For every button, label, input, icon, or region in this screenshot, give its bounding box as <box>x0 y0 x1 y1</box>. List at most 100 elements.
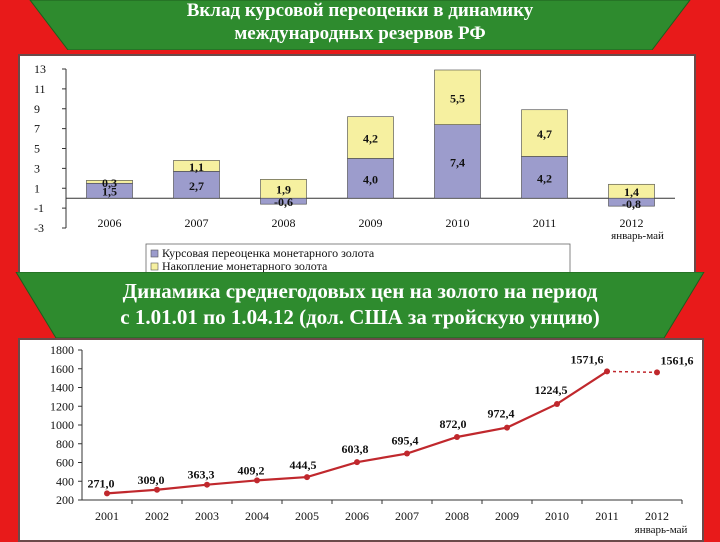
legend-box <box>145 243 571 274</box>
point-label: 444,5 <box>290 458 317 472</box>
x-tick-label: 2005 <box>295 509 319 523</box>
line-point <box>504 424 510 431</box>
page-title-line1: Вклад курсовой переоценки в динамику <box>186 0 534 21</box>
y-tick-label: 200 <box>56 493 74 507</box>
point-label: 1571,6 <box>571 352 604 366</box>
bar-revaluation <box>173 171 220 199</box>
page-title-line2: международных резервов РФ <box>234 22 486 44</box>
bar-label-revaluation: 1,5 <box>102 185 117 199</box>
y-tick-label: 400 <box>56 474 74 488</box>
point-label: 872,0 <box>440 417 467 431</box>
y-tick-label: 1200 <box>50 399 74 413</box>
title-banner: Вклад курсовой переоценки в динамику меж… <box>0 0 720 50</box>
bar-accumulation <box>521 109 568 157</box>
line-chart: 1800 1600 1400 1200 1000 800 600 400 200 2001 2002… <box>50 343 694 536</box>
line-point <box>454 434 460 440</box>
line-chart-axes: 1800 1600 1400 1200 1000 800 600 400 200 2001 2002… <box>50 343 687 536</box>
x-tick-label: 2008 <box>445 509 469 523</box>
bar-revaluation <box>521 156 568 199</box>
x-tick-label: 2004 <box>245 509 269 523</box>
section-title: Динамика среднегодовых цен на золото на … <box>0 278 720 331</box>
bar-label-accumulation: 5,5 <box>450 91 465 105</box>
point-label: 309,0 <box>138 473 165 487</box>
y-tick-label: 1000 <box>50 418 74 432</box>
section-title-line1: Динамика среднегодовых цен на золото на … <box>122 279 598 303</box>
line-point <box>154 486 160 493</box>
y-tick-label: 1600 <box>50 362 74 376</box>
bar-accumulation <box>260 179 307 199</box>
x-tick-sublabel: январь-май <box>611 230 664 242</box>
banner-shape-2 <box>15 272 705 338</box>
x-tick-label: 2006 <box>345 509 369 523</box>
bar-label-revaluation: -0,6 <box>274 195 293 209</box>
point-label: 363,3 <box>188 468 215 482</box>
line-point <box>654 369 660 376</box>
line-point <box>354 459 360 466</box>
subtitle-banner: Динамика среднегодовых цен на золото на … <box>0 272 720 338</box>
bar-accumulation <box>86 180 133 184</box>
x-tick-label: 2009 <box>495 509 519 523</box>
bar-revaluation <box>434 124 481 199</box>
bar-label-accumulation: 1,1 <box>189 160 204 174</box>
y-tick-label: 7 <box>34 122 40 136</box>
x-tick-label: 2010 <box>545 509 569 523</box>
x-tick-sublabel: январь-май <box>635 524 688 536</box>
point-label: 695,4 <box>392 434 419 448</box>
bar-accumulation <box>173 160 220 172</box>
bar-label-revaluation: 4,2 <box>537 171 552 185</box>
line-point <box>554 400 560 407</box>
bar-label-accumulation: 4,7 <box>537 127 552 141</box>
bar-accumulation <box>347 116 394 159</box>
y-tick-label: -3 <box>34 221 44 235</box>
line-chart-series <box>104 368 660 497</box>
point-label: 409,2 <box>238 463 265 477</box>
x-tick-label: 2006 <box>98 216 122 230</box>
y-tick-label: 13 <box>34 62 46 76</box>
x-tick-label: 2012 <box>645 509 669 523</box>
banner-trapezoid <box>29 0 691 50</box>
bar-accumulation <box>608 183 655 199</box>
banner-shape <box>29 0 691 50</box>
line-point <box>104 490 110 497</box>
point-label: 1224,5 <box>535 383 568 397</box>
x-tick-label: 2003 <box>195 509 219 523</box>
line-point <box>204 481 210 488</box>
x-tick-label: 2008 <box>272 216 296 230</box>
bar-label-accumulation: 0,3 <box>102 176 117 190</box>
line-chart-panel: 1800 1600 1400 1200 1000 800 600 400 200 2001 2002… <box>18 338 704 542</box>
y-tick-label: 11 <box>34 82 46 96</box>
legend-swatch-accumulation <box>150 262 159 271</box>
bar-label-revaluation: 2,7 <box>189 179 204 193</box>
bar-label-revaluation: 4,0 <box>363 172 378 186</box>
banner-trapezoid-2 <box>15 272 705 338</box>
bar-label-revaluation: 7,4 <box>450 155 465 169</box>
x-tick-label: 2010 <box>446 216 470 230</box>
y-tick-label: 1800 <box>50 343 74 357</box>
legend-label-accumulation: Накопление монетарного золота <box>162 259 328 273</box>
bar-label-accumulation: 1,9 <box>276 183 291 197</box>
legend-swatch-revaluation <box>150 249 159 258</box>
y-tick-label: 1400 <box>50 381 74 395</box>
bar-chart-legend: Курсовая переоценка монетарного золота Н… <box>145 243 571 274</box>
x-tick-label: 2001 <box>95 509 119 523</box>
x-tick-label: 2009 <box>359 216 383 230</box>
y-tick-label: 9 <box>34 102 40 116</box>
point-label: 603,8 <box>342 442 369 456</box>
section-title-line2: с 1.01.01 по 1.04.12 (дол. США за тройск… <box>120 305 600 330</box>
x-tick-label: 2007 <box>185 216 209 230</box>
line-series <box>106 370 608 495</box>
line-point <box>404 450 410 457</box>
y-tick-label: 1 <box>34 181 40 195</box>
bar-chart-panel: 13 11 9 7 5 3 1 -1 -3 1,5 0,3 2006 2,7 1,1 2007 -0,6 1,… <box>18 54 696 276</box>
x-tick-label: 2011 <box>533 216 557 230</box>
bar-chart-labels: 1,50,3 2006 2,7 1,1 2007 -0,61,9 2008 4,0 4,2 200… <box>98 91 664 242</box>
line-point <box>604 368 610 375</box>
y-tick-label: -1 <box>34 201 44 215</box>
legend-label-revaluation: Курсовая переоценка монетарного золота <box>162 246 375 260</box>
y-tick-label: 600 <box>56 456 74 470</box>
x-tick-label: 2012 <box>620 216 644 230</box>
y-tick-label: 800 <box>56 437 74 451</box>
line-point <box>304 474 310 481</box>
y-tick-label: 3 <box>34 161 40 175</box>
